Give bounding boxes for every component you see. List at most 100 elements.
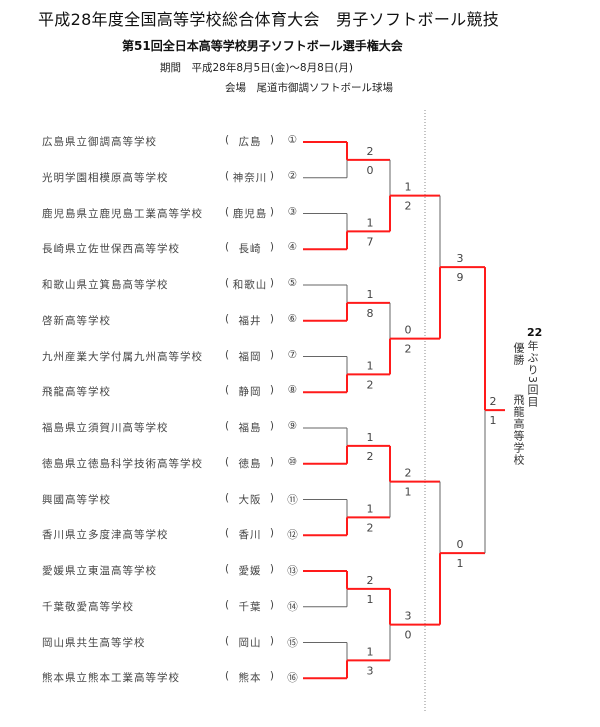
- prefecture-name: 徳島: [238, 457, 262, 470]
- score-bottom: 1: [367, 593, 374, 606]
- score-top: 2: [367, 145, 374, 158]
- team-name: 愛媛県立東温高等学校: [42, 565, 157, 577]
- seed-number: ②: [287, 169, 299, 182]
- seed-number: ⑤: [287, 277, 299, 289]
- seed-number: ①: [287, 134, 299, 146]
- champion-years: 22: [527, 326, 543, 339]
- prefecture-name: 長崎: [238, 243, 262, 256]
- score-bottom: 8: [367, 307, 374, 320]
- seed-number: ⑫: [287, 529, 299, 542]
- team-name: 長崎県立佐世保西高等学校: [42, 243, 180, 256]
- team-row: 愛媛県立東温高等学校(愛媛) ⑬: [42, 563, 299, 577]
- seed-number: ⑬: [287, 565, 299, 577]
- prefecture-name: 神奈川: [232, 171, 268, 184]
- team-name: 九州産業大学付属九州高等学校: [42, 350, 203, 363]
- score-bottom: 2: [405, 200, 412, 213]
- seed-number: ⑧: [287, 384, 299, 397]
- team-name: 和歌山県立箕島高等学校: [42, 279, 169, 291]
- score-top: 1: [367, 288, 374, 301]
- team-row: 長崎県立佐世保西高等学校(長崎) ④: [42, 241, 299, 256]
- score-bottom: 2: [367, 450, 374, 463]
- prefecture-name: 静岡: [238, 386, 262, 399]
- champion-label: 優勝: [512, 342, 525, 366]
- prefecture-name: 岡山: [238, 636, 262, 649]
- tournament-period: 期間 平成28年8月5日(金)～8月8日(月): [160, 62, 353, 74]
- score-top: 1: [367, 216, 374, 229]
- score-top: 1: [367, 645, 374, 658]
- team-row: 広島県立御調高等学校(広島) ①: [42, 134, 299, 148]
- score-bottom: 2: [405, 343, 412, 356]
- team-name: 千葉敬愛高等学校: [42, 600, 134, 613]
- seed-number: ⑭: [287, 600, 299, 613]
- score-top: 0: [405, 324, 412, 337]
- score-bottom: 3: [367, 664, 374, 677]
- score-top: 1: [367, 502, 374, 515]
- team-row: 光明学園相模原高等学校(神奈川) ②: [42, 169, 299, 184]
- tournament-venue: 会場 尾道市御調ソフトボール球場: [225, 82, 393, 94]
- team-name: 福島県立須賀川高等学校: [42, 422, 169, 434]
- seed-number: ⑪: [287, 493, 299, 506]
- team-name: 啓新高等学校: [42, 314, 111, 327]
- team-name: 広島県立御調高等学校: [42, 136, 157, 148]
- team-row: 九州産業大学付属九州高等学校(福岡) ⑦: [42, 348, 299, 363]
- seed-number: ⑮: [287, 636, 299, 649]
- prefecture-name: 鹿児島: [232, 207, 268, 220]
- champion-school: 飛龍高等学校: [512, 394, 525, 466]
- team-row: 飛龍高等学校(静岡) ⑧: [42, 384, 299, 399]
- team-row: 岡山県共生高等学校(岡山) ⑮: [42, 634, 299, 649]
- prefecture-name: 香川: [238, 529, 262, 542]
- score-top: 2: [405, 467, 412, 480]
- team-row: 啓新高等学校(福井) ⑥: [42, 312, 299, 327]
- score-bottom: 1: [490, 414, 497, 427]
- team-row: 熊本県立熊本工業高等学校(熊本) ⑯: [42, 670, 299, 685]
- team-name: 興國高等学校: [42, 493, 111, 506]
- score-top: 2: [367, 574, 374, 587]
- seed-number: ③: [287, 205, 299, 218]
- prefecture-name: 福岡: [238, 350, 262, 363]
- team-row: 和歌山県立箕島高等学校(和歌山) ⑤: [42, 277, 299, 291]
- score-bottom: 1: [405, 486, 412, 499]
- team-row: 鹿児島県立鹿児島工業高等学校(鹿児島) ③: [42, 205, 299, 220]
- prefecture-name: 千葉: [238, 600, 262, 613]
- seed-number: ⑥: [287, 312, 299, 325]
- score-bottom: 9: [457, 271, 464, 284]
- team-name: 徳島県立徳島科学技術高等学校: [42, 457, 203, 470]
- team-row: 千葉敬愛高等学校(千葉) ⑭: [42, 598, 299, 613]
- seed-number: ④: [287, 241, 299, 254]
- seed-number: ⑯: [287, 672, 299, 685]
- team-row: 香川県立多度津高等学校(香川) ⑫: [42, 527, 299, 542]
- score-top: 1: [367, 359, 374, 372]
- score-top: 1: [405, 181, 412, 194]
- score-bottom: 7: [367, 235, 374, 248]
- seed-number: ⑦: [287, 348, 299, 361]
- score-top: 3: [457, 252, 464, 265]
- prefecture-name: 広島: [238, 136, 262, 148]
- page-subtitle: 第51回全日本高等学校男子ソフトボール選手権大会: [122, 39, 403, 53]
- team-row: 福島県立須賀川高等学校(福島) ⑨: [42, 420, 299, 434]
- team-name: 香川県立多度津高等学校: [42, 529, 169, 542]
- team-name: 鹿児島県立鹿児島工業高等学校: [42, 207, 203, 220]
- score-bottom: 0: [367, 164, 374, 177]
- team-row: 興國高等学校(大阪) ⑪: [42, 491, 299, 506]
- page-title: 平成28年度全国高等学校総合体育大会 男子ソフトボール競技: [38, 10, 500, 29]
- seed-number: ⑩: [287, 455, 299, 468]
- score-bottom: 2: [367, 378, 374, 391]
- score-bottom: 1: [457, 557, 464, 570]
- score-bottom: 0: [405, 629, 412, 642]
- team-name: 熊本県立熊本工業高等学校: [42, 672, 180, 685]
- seed-number: ⑨: [287, 420, 299, 432]
- score-bottom: 2: [367, 521, 374, 534]
- prefecture-name: 愛媛: [238, 565, 262, 577]
- prefecture-name: 福井: [238, 314, 262, 327]
- prefecture-name: 和歌山: [232, 279, 268, 291]
- team-name: 飛龍高等学校: [42, 386, 111, 399]
- prefecture-name: 福島: [238, 422, 262, 434]
- score-top: 1: [367, 431, 374, 444]
- team-name: 光明学園相模原高等学校: [42, 171, 169, 184]
- score-top: 0: [457, 538, 464, 551]
- score-top: 3: [405, 610, 412, 623]
- score-top: 2: [490, 395, 497, 408]
- team-row: 徳島県立徳島科学技術高等学校(徳島) ⑩: [42, 455, 299, 470]
- prefecture-name: 熊本: [238, 672, 262, 685]
